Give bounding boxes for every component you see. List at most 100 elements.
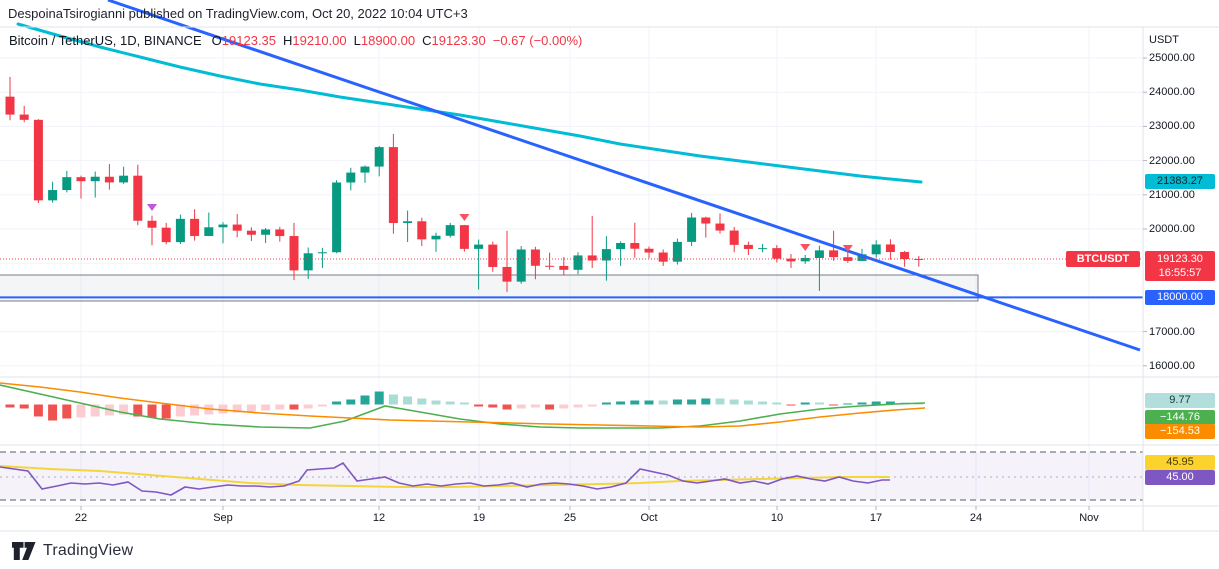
macd-hist-bar [516,404,526,409]
rsi-band [0,452,1143,500]
candle [90,176,100,182]
macd-hist-bar [786,404,796,406]
candle [800,257,810,262]
macd-hist-bar [360,395,370,405]
triangle-down-marker[interactable] [800,244,811,251]
macd-hist-bar [658,400,668,405]
macd-hist-bar [218,404,228,414]
price-tick-label: 25000.00 [1149,52,1195,64]
ma-line[interactable] [16,22,923,184]
close-value: 19123.30 [431,33,486,48]
time-tick-label: 19 [472,512,486,524]
candle [62,177,72,191]
low-label: L [353,33,361,48]
time-tick-label: 22 [74,512,88,524]
macd-hist-bar [630,400,640,405]
time-tick-label: 10 [770,512,784,524]
gridlines [0,27,1143,506]
high-label: H [283,33,293,48]
candle [417,221,427,240]
ma-price-badge: 21383.27 [1145,174,1215,189]
symbol-title[interactable]: Bitcoin / TetherUS, 1D, BINANCE [9,33,202,48]
macd-hist-bar [417,398,427,405]
triangle-down-marker[interactable] [459,214,470,221]
trendline[interactable] [107,0,1141,352]
macd-hist-bar [772,402,782,405]
macd-hist-bar [758,401,768,405]
candle [261,229,271,235]
macd-hist-badge: 9.77 [1145,393,1215,408]
candle [33,119,43,201]
time-axis[interactable]: 22 Sep 12 19 25 Oct 10 17 24 Nov [0,506,1143,531]
macd-hist-bar [843,403,853,405]
macd-hist-bar [161,404,171,419]
macd-hist-bar [5,404,15,408]
macd-hist-bar [857,402,867,405]
triangle-down-marker[interactable] [147,204,157,211]
candle [190,218,200,236]
candle [857,254,867,261]
open-value: 19123.35 [221,33,277,48]
time-tick-label: 12 [372,512,386,524]
price-tick-label: 23000.00 [1149,120,1195,133]
candle [758,248,768,250]
price-tick-label: 21000.00 [1149,188,1195,201]
time-tick-label: Sep [213,512,233,524]
candle [516,249,526,282]
candle [48,190,58,201]
time-tick-label: Nov [1079,512,1099,524]
macd-hist-bar [530,404,540,408]
candle [147,220,157,228]
macd-hist-bar [743,400,753,405]
macd-signal-line [0,382,926,428]
candle [275,229,285,237]
chart-legend[interactable]: Bitcoin / TetherUS, 1D, BINANCE O19123.35… [9,33,586,48]
time-tick-label: Oct [640,512,658,524]
candle [687,217,697,242]
candle [885,244,895,253]
macd-signal-badge: −154.53 [1145,424,1215,439]
markers [147,204,853,252]
macd-hist-bar [90,404,100,417]
macd-hist-bar [601,402,611,405]
macd-hist-bar [814,402,824,405]
candle [474,244,484,249]
macd-hist-bar [232,404,242,413]
last-price-badge: 19123.30 16:55:57 [1145,251,1215,281]
candle [403,221,413,224]
candle [900,252,910,259]
candle [388,147,398,224]
candle [76,177,86,182]
attribution-text: DespoinaTsirogianni published on Trading… [8,6,468,21]
candle [672,241,682,262]
candle [616,242,626,250]
candle [289,236,299,271]
macd-hist-bar [147,404,157,418]
price-axis[interactable]: USDT 25000.00 24000.00 23000.00 22000.00 210… [1143,0,1219,533]
candle [346,172,356,183]
macd-hist-bar [289,404,299,410]
triangle-down-marker[interactable] [842,245,853,252]
macd-hist-bar [672,399,682,405]
candle [871,244,881,255]
macd-hist-bar [332,401,342,405]
macd-hist-bar [62,404,72,419]
candle [715,223,725,231]
tradingview-wordmark: TradingView [43,542,134,559]
time-tick-label: 25 [563,512,577,524]
open-label: O [211,33,222,48]
candle [218,224,228,228]
macd-hist-bar [33,404,43,417]
time-tick-label: 24 [969,512,983,524]
candle [360,166,370,173]
close-label: C [422,33,432,48]
candle [786,258,796,262]
candle [445,225,455,236]
macd-hist-bar [133,404,143,417]
macd-hist-bar [885,401,895,405]
candle [573,255,583,270]
rsi-ma-badge: 45.95 [1145,455,1215,470]
macd-hist-bar [175,404,185,417]
candle [119,175,129,183]
